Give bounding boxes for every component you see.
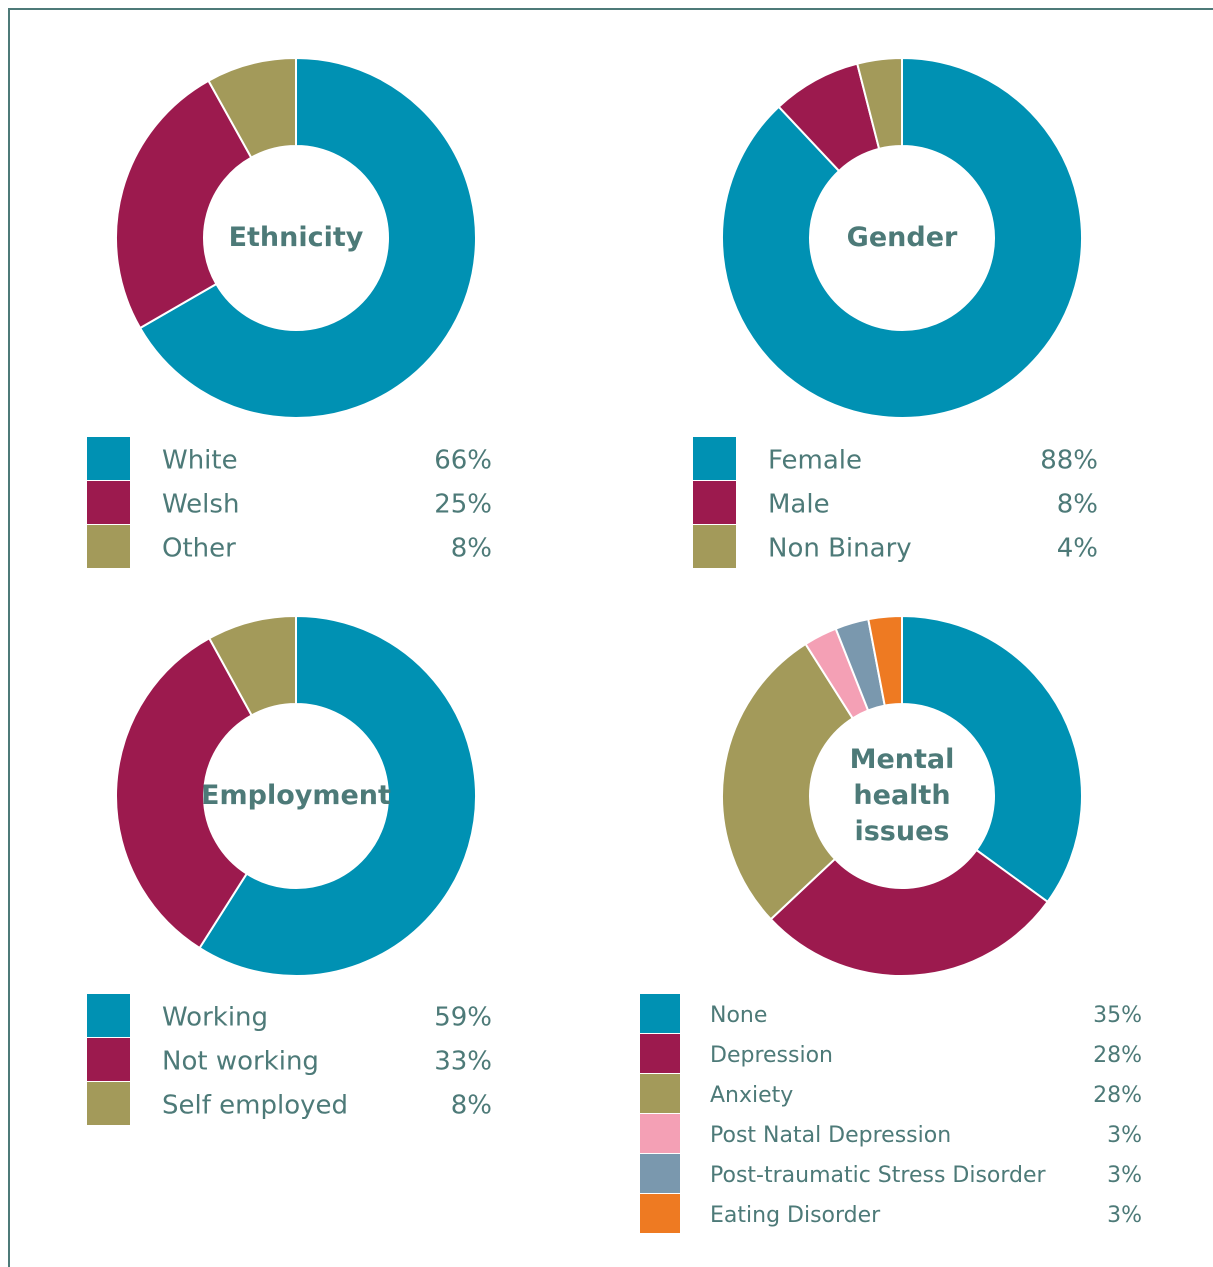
- donut-segment: [138, 56, 477, 419]
- legend-label: Post-traumatic Stress Disorder: [710, 1163, 1047, 1188]
- legend-swatch: [87, 437, 130, 480]
- legend-label: Other: [162, 534, 236, 564]
- legend-swatch: [640, 1114, 680, 1153]
- legend-value: 8%: [451, 1091, 492, 1121]
- legend-label: Anxiety: [710, 1083, 793, 1108]
- legend-value: 3%: [1107, 1123, 1142, 1148]
- legend-swatch: [640, 1034, 680, 1073]
- legend-swatch: [640, 994, 680, 1033]
- legend-value: 33%: [434, 1047, 492, 1077]
- donut-segment: [769, 848, 1050, 977]
- donut-segment: [721, 56, 1083, 419]
- chart-title: Mental health issues: [849, 744, 955, 847]
- legend-label: Self employed: [162, 1091, 348, 1121]
- legend-label: White: [162, 446, 238, 476]
- legend-label: Not working: [162, 1047, 319, 1077]
- chart-title: Gender: [846, 222, 958, 253]
- legend-label: Post Natal Depression: [710, 1123, 951, 1148]
- donut-segment: [115, 636, 254, 950]
- legend-label: Eating Disorder: [710, 1203, 881, 1228]
- frame: [8, 8, 1213, 1267]
- legend-label: None: [710, 1003, 767, 1028]
- legend-value: 3%: [1107, 1203, 1142, 1228]
- legend-value: 8%: [1057, 490, 1098, 520]
- legend-value: 88%: [1040, 446, 1098, 476]
- donut-segment: [198, 614, 477, 977]
- legend-label: Non Binary: [768, 534, 912, 564]
- legend-value: 28%: [1093, 1083, 1142, 1108]
- legend-swatch: [87, 525, 130, 568]
- legend-label: Working: [162, 1003, 268, 1033]
- legend-swatch: [693, 437, 736, 480]
- donut-segment: [115, 79, 253, 330]
- legend-value: 28%: [1093, 1043, 1142, 1068]
- legend-value: 8%: [451, 534, 492, 564]
- legend-label: Male: [768, 490, 830, 520]
- legend-swatch: [640, 1074, 680, 1113]
- donut-segment: [901, 614, 1083, 904]
- legend-value: 35%: [1093, 1003, 1142, 1028]
- legend-value: 3%: [1107, 1163, 1142, 1188]
- legend-swatch: [87, 994, 130, 1037]
- donut-segment: [856, 56, 903, 151]
- legend-label: Female: [768, 446, 862, 476]
- legend-label: Welsh: [162, 490, 239, 520]
- donut-segment: [207, 614, 297, 717]
- legend-value: 25%: [434, 490, 492, 520]
- legend-label: Depression: [710, 1043, 833, 1068]
- legend-swatch: [640, 1194, 680, 1233]
- legend-swatch: [693, 481, 736, 524]
- donut-segment: [721, 642, 855, 921]
- legend-swatch: [693, 525, 736, 568]
- legend-swatch: [87, 1038, 130, 1081]
- legend-swatch: [87, 481, 130, 524]
- donut-segment: [207, 56, 297, 159]
- legend-value: 66%: [434, 446, 492, 476]
- legend-value: 59%: [434, 1003, 492, 1033]
- legend-swatch: [640, 1154, 680, 1193]
- donut-segment: [867, 614, 903, 707]
- chart-title: Ethnicity: [228, 222, 364, 253]
- legend-swatch: [87, 1082, 130, 1125]
- legend-value: 4%: [1057, 534, 1098, 564]
- chart-title: Employment: [201, 780, 391, 811]
